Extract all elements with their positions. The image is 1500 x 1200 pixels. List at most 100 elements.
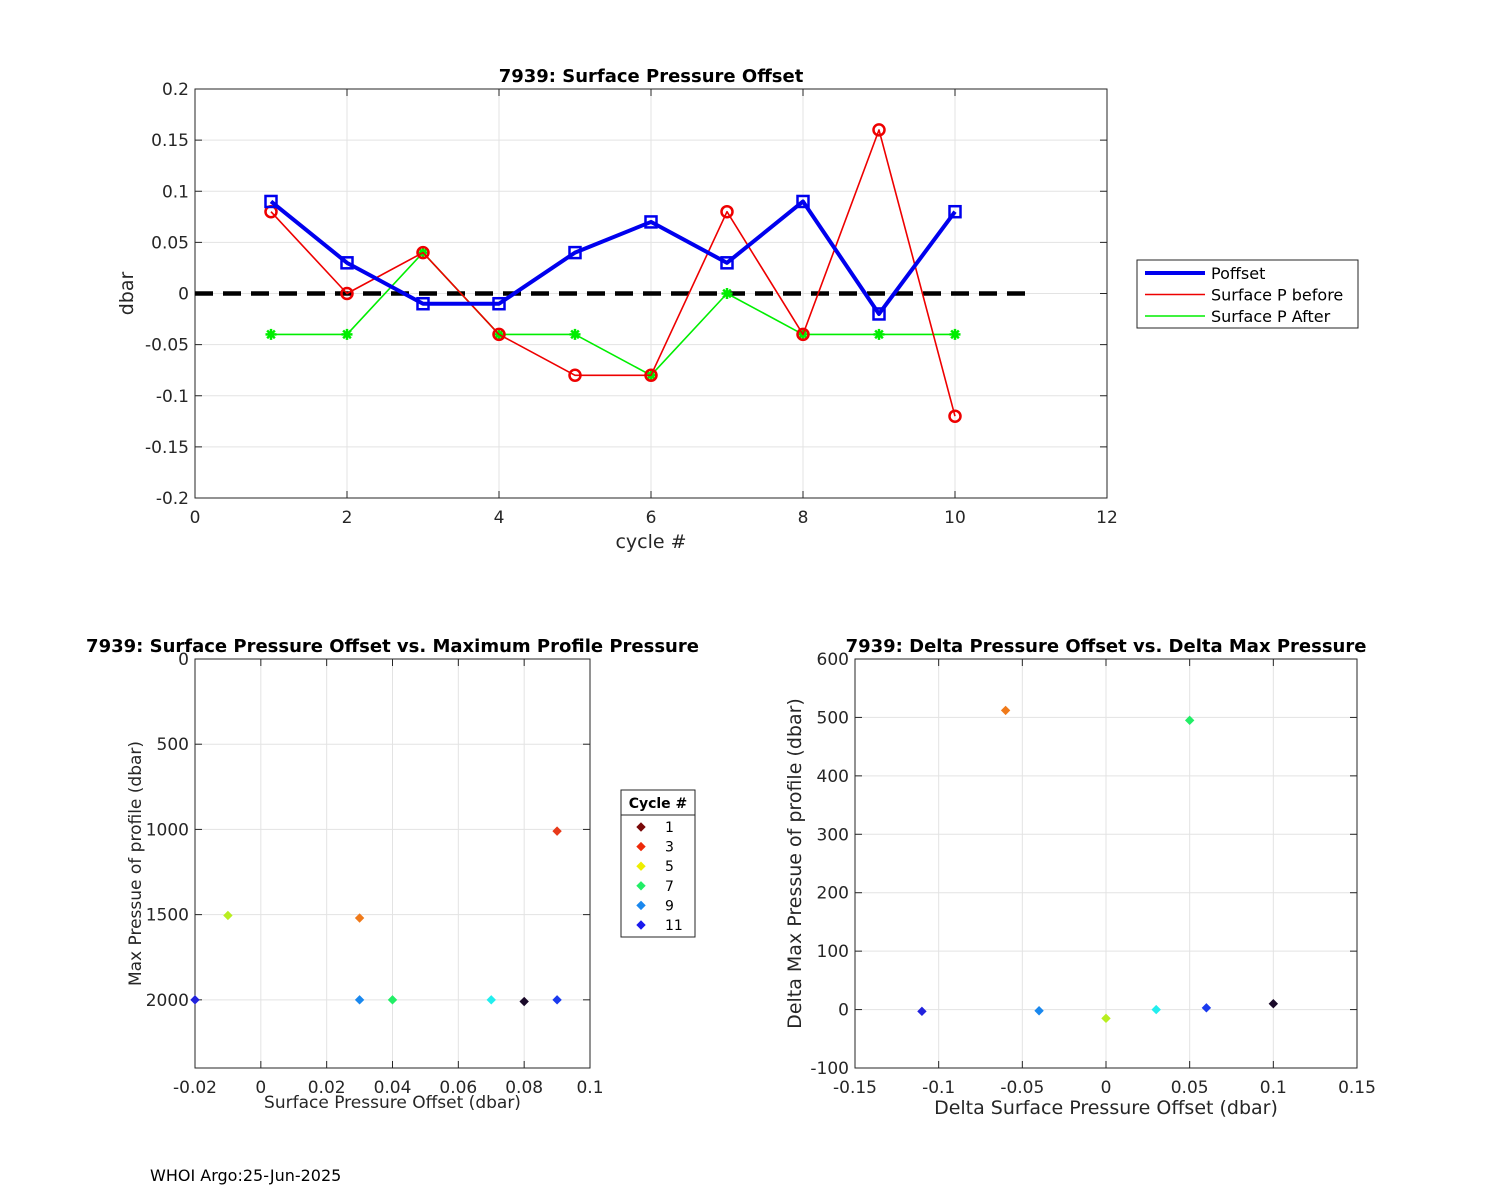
chart1-series3-point-center [344, 331, 350, 338]
chart2-point-shape [190, 995, 200, 1005]
chart2-legend-label: 3 [665, 840, 674, 856]
chart1-y-tick-label: -0.1 [156, 387, 189, 407]
chart1-series1-point [644, 215, 658, 229]
chart1-x-tick-label: 4 [494, 508, 505, 528]
chart1-y-tick-label: 0.05 [151, 233, 189, 253]
chart2-legend-label: 1 [665, 820, 674, 836]
chart3-point [1000, 705, 1011, 716]
chart2-x-tick-label: 0 [255, 1078, 266, 1098]
chart3-y-tick-label: 0 [838, 1001, 849, 1021]
chart1-legend-label: Poffset [1211, 264, 1265, 283]
chart1-series2-point [720, 204, 734, 219]
chart2-legend-swatch-shape [636, 881, 646, 891]
chart3-point [1151, 1004, 1161, 1015]
chart2-point-shape [552, 995, 562, 1005]
chart2-point-shape [486, 995, 496, 1005]
chart2-legend-swatch-shape [636, 900, 646, 911]
chart3-point-shape [1101, 1013, 1111, 1024]
chart3-y-tick-label: 300 [817, 825, 849, 845]
chart1-series2-point-shape [568, 368, 582, 383]
chart2-point-shape [387, 995, 398, 1005]
chart3-title: 7939: Delta Pressure Offset vs. Delta Ma… [846, 636, 1367, 657]
chart3-point-shape [1000, 705, 1011, 716]
chart2-point [552, 826, 562, 836]
chart2-legend-box [620, 789, 696, 938]
chart1-series3-point-center [876, 331, 882, 338]
chart1-series1-point-shape [492, 296, 506, 311]
chart2-legend-swatch [636, 841, 646, 852]
chart3-point-shape [1184, 715, 1195, 726]
chart1-series1-point-shape [264, 194, 278, 209]
chart2-y-tick-label: 2000 [146, 991, 189, 1011]
chart2-point [387, 995, 398, 1005]
chart2-point-shape [552, 826, 562, 836]
chart2-point-shape [354, 995, 365, 1005]
chart1-series2-point-shape [416, 245, 430, 260]
chart1-series1-point [796, 194, 810, 209]
chart1-series1-point [568, 245, 582, 260]
chart2-legend-swatch [636, 881, 646, 891]
chart1-series1-point [492, 296, 506, 311]
chart1-series1-point-shape [340, 256, 354, 270]
chart3-x-tick-label: 0 [1101, 1078, 1112, 1098]
chart1-series1-point [264, 194, 278, 209]
chart1-series-line-2 [270, 129, 956, 417]
chart3-point [1268, 999, 1279, 1009]
chart3-y-tick-label: 600 [817, 650, 849, 670]
chart2-x-tick-label: -0.02 [173, 1078, 217, 1098]
chart3-point [1184, 715, 1195, 726]
chart1-series3-point [265, 328, 277, 340]
chart1-series3-point [873, 328, 885, 340]
chart2-point [354, 913, 365, 923]
chart1-series2-point [492, 327, 506, 342]
chart2-title: 7939: Surface Pressure Offset vs. Maximu… [86, 636, 699, 657]
chart2-x-tick-label: 0.04 [374, 1078, 412, 1098]
chart2-legend-swatch [636, 900, 646, 911]
chart1-series-line-3 [271, 251, 955, 377]
chart1-series1-point [948, 204, 962, 219]
chart2-legend-swatch-shape [636, 841, 646, 852]
chart1-series2-point-shape [492, 327, 506, 342]
chart2-x-tick-label: 0.02 [308, 1078, 346, 1098]
chart1-series1-point-shape [796, 194, 810, 209]
chart3-x-tick-label: 0.1 [1260, 1078, 1287, 1098]
chart1-series1-point-shape [872, 307, 886, 321]
chart2-x-tick-label: 0.1 [576, 1078, 603, 1098]
chart1-y-tick-label: -0.2 [156, 489, 189, 509]
chart2-legend-swatch-shape [636, 920, 646, 930]
chart1-y-tick-label: 0.15 [151, 131, 189, 151]
chart1-x-tick-label: 0 [190, 508, 201, 528]
chart3-point-shape [1034, 1006, 1044, 1016]
chart3-point-shape [917, 1006, 927, 1017]
chart1-series2-point [416, 245, 430, 260]
chart1-y-axis-label: dbar [116, 272, 138, 316]
chart3-point [1201, 1003, 1212, 1013]
chart1-series2-point-shape [340, 286, 354, 301]
chart1-legend-label: Surface P before [1211, 286, 1343, 305]
chart1-x-tick-label: 6 [646, 508, 657, 528]
chart1-series1-point [340, 256, 354, 270]
chart2-x-axis-label: Surface Pressure Offset (dbar) [264, 1093, 521, 1113]
chart2-point-shape [519, 996, 529, 1007]
chart1-series3-point-center [268, 331, 274, 338]
chart2-point [354, 995, 365, 1005]
chart2-legend-swatch-shape [636, 861, 646, 871]
chart1-series1-point-shape [416, 296, 430, 311]
chart2-legend-title: Cycle # [629, 796, 688, 812]
chart2-point-shape [354, 913, 365, 923]
chart3-x-tick-label: -0.1 [922, 1078, 955, 1098]
chart2-y-tick-label: 0 [178, 650, 189, 670]
chart1-title: 7939: Surface Pressure Offset [499, 66, 804, 87]
chart2-y-tick-label: 500 [157, 735, 189, 755]
chart1-series1-point [872, 307, 886, 321]
chart1-series2-point [644, 368, 658, 383]
chart2-point [519, 996, 529, 1007]
chart1-series2-point-shape [644, 368, 658, 383]
chart2-point [190, 995, 200, 1005]
chart3-y-tick-label: 400 [817, 767, 849, 787]
chart1-series2-point-shape [948, 409, 962, 423]
chart3-y-tick-label: 500 [817, 708, 849, 728]
chart3-y-tick-label: 100 [817, 942, 849, 962]
chart1-x-tick-label: 8 [798, 508, 809, 528]
